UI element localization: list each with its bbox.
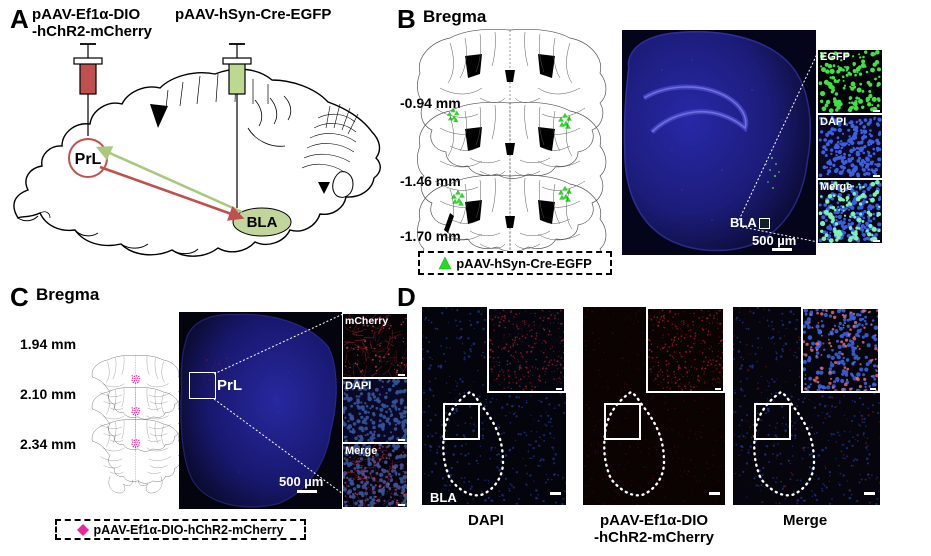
svg-text:BLA: BLA bbox=[247, 214, 278, 231]
svg-text:PrL: PrL bbox=[75, 151, 102, 168]
